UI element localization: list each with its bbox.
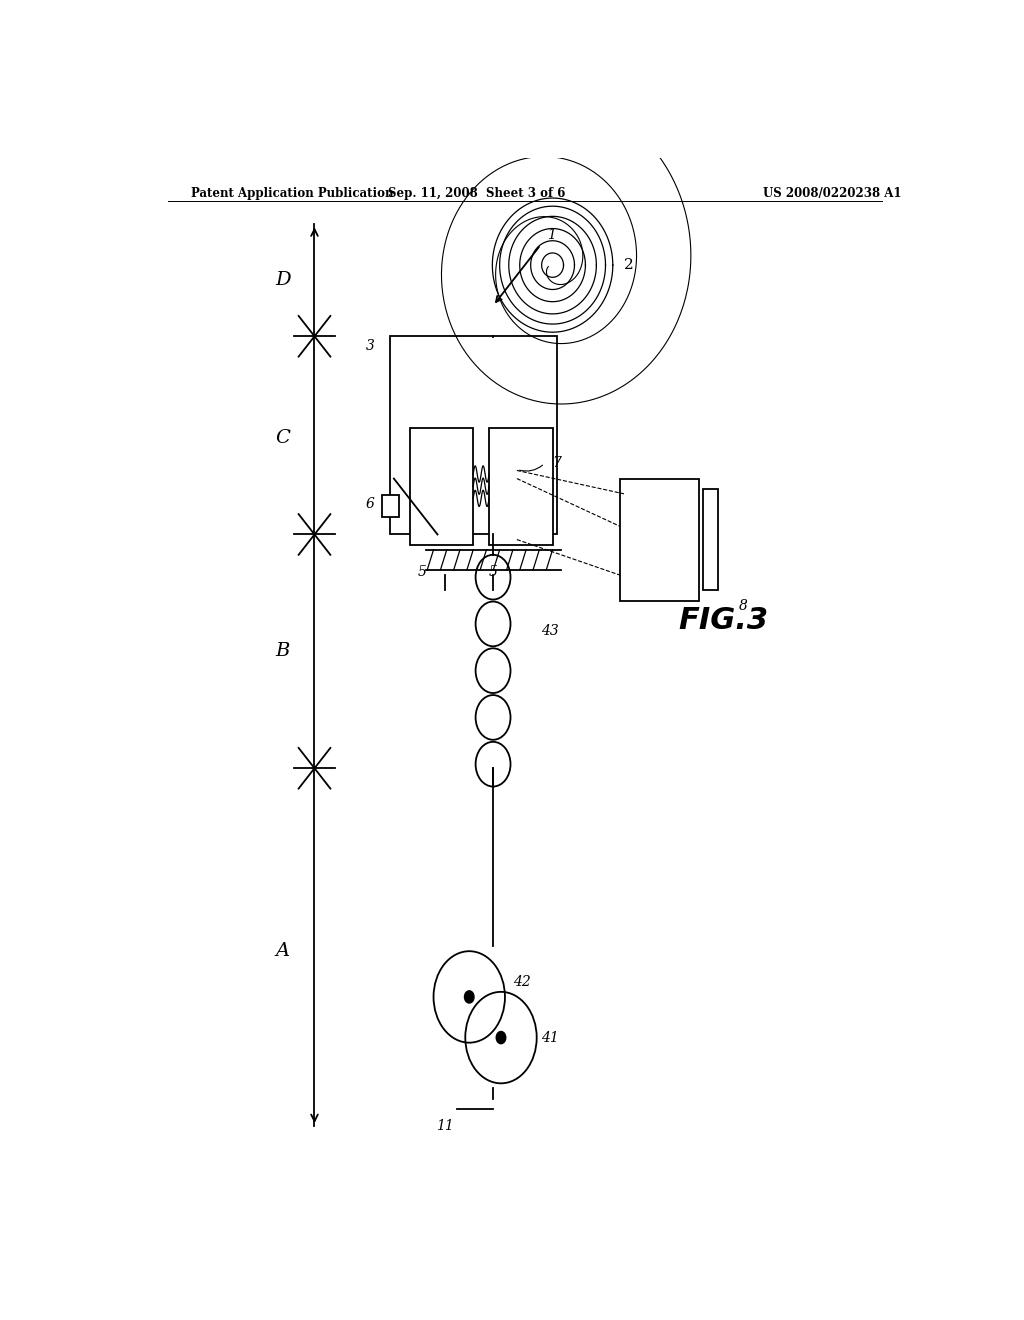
- Bar: [390, 337, 557, 535]
- Text: Sep. 11, 2008  Sheet 3 of 6: Sep. 11, 2008 Sheet 3 of 6: [388, 187, 566, 199]
- Text: FIG.3: FIG.3: [678, 606, 768, 635]
- Text: C: C: [275, 429, 290, 447]
- Text: 42: 42: [513, 974, 530, 989]
- Text: D: D: [274, 272, 291, 289]
- Text: 7: 7: [553, 457, 561, 470]
- Bar: [489, 428, 553, 545]
- Text: 3: 3: [366, 339, 375, 354]
- Text: 43: 43: [541, 624, 558, 638]
- Text: US 2008/0220238 A1: US 2008/0220238 A1: [763, 187, 901, 199]
- Text: 5: 5: [488, 565, 498, 579]
- Text: 11: 11: [435, 1119, 454, 1133]
- Bar: [620, 479, 699, 601]
- Bar: [441, 461, 464, 479]
- Circle shape: [465, 991, 474, 1003]
- Text: 1: 1: [547, 227, 556, 242]
- Text: 5: 5: [417, 565, 426, 579]
- Bar: [410, 428, 473, 545]
- Bar: [495, 461, 517, 479]
- Text: A: A: [275, 942, 290, 960]
- Text: 41: 41: [541, 1031, 558, 1044]
- Text: Patent Application Publication: Patent Application Publication: [191, 187, 394, 199]
- Text: B: B: [275, 643, 290, 660]
- Text: 6: 6: [366, 496, 374, 511]
- Text: 2: 2: [624, 259, 634, 272]
- Text: 8: 8: [739, 598, 748, 612]
- Circle shape: [497, 1031, 506, 1044]
- Bar: [703, 488, 718, 590]
- Bar: [382, 495, 399, 517]
